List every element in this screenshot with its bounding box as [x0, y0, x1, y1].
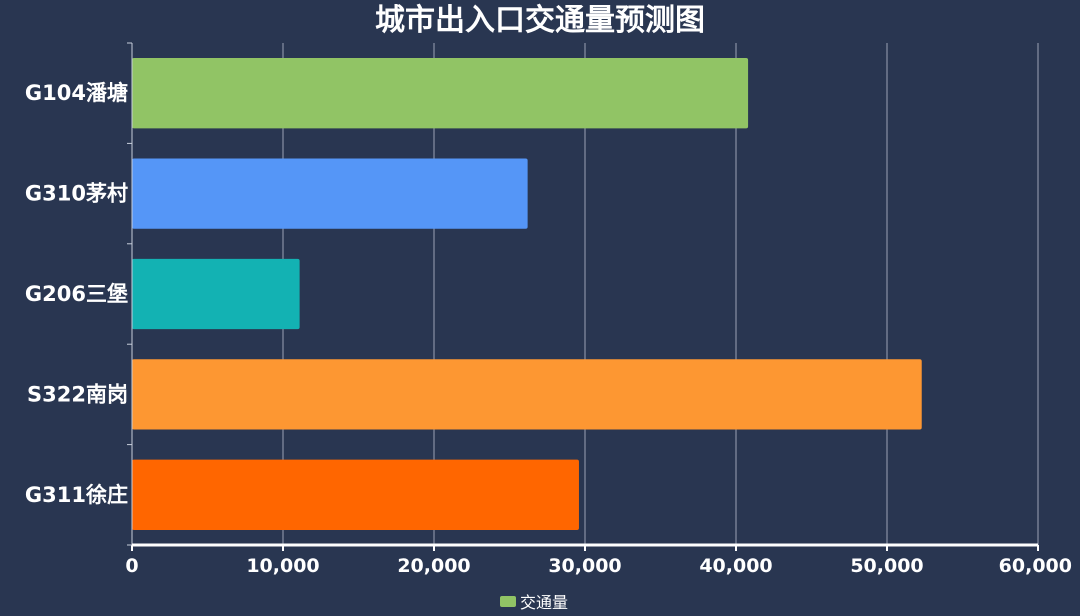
bar[interactable]	[132, 459, 579, 530]
bar[interactable]	[132, 359, 922, 430]
chart-title: 城市出入口交通量预测图	[375, 3, 705, 38]
bars	[132, 58, 922, 530]
x-tick-label: 20,000	[397, 555, 470, 577]
y-category-label: G206三堡	[25, 282, 128, 306]
y-category-label: G311徐庄	[25, 483, 128, 507]
bar[interactable]	[132, 158, 528, 229]
x-tick-label: 50,000	[850, 555, 923, 577]
x-tick-label: 60,000	[999, 555, 1072, 577]
bar[interactable]	[132, 258, 300, 330]
y-category-label: S322南岗	[27, 382, 128, 406]
y-category-label: G104潘塘	[25, 81, 128, 105]
x-tick-label: 40,000	[699, 555, 772, 577]
x-tick-label: 30,000	[548, 555, 621, 577]
x-tick-label: 0	[125, 555, 138, 577]
x-tick-label: 10,000	[246, 555, 319, 577]
y-category-label: G310茅村	[25, 182, 128, 206]
legend-label: 交通量	[520, 593, 568, 612]
bar[interactable]	[132, 58, 749, 129]
legend[interactable]: 交通量	[500, 593, 568, 612]
legend-swatch	[500, 596, 516, 607]
labels: 0 10,000 20,000 30,000 40,000 50,000 60,000 G10…	[25, 42, 1072, 577]
